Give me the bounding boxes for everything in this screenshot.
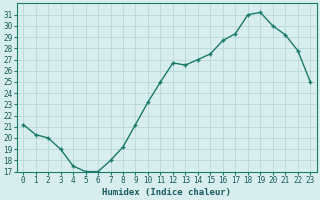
X-axis label: Humidex (Indice chaleur): Humidex (Indice chaleur) — [102, 188, 231, 197]
